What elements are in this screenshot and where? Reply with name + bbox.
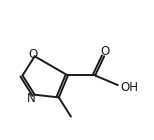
Text: OH: OH — [120, 81, 138, 94]
Text: N: N — [27, 92, 36, 105]
Text: O: O — [100, 45, 110, 58]
Text: O: O — [28, 48, 38, 61]
